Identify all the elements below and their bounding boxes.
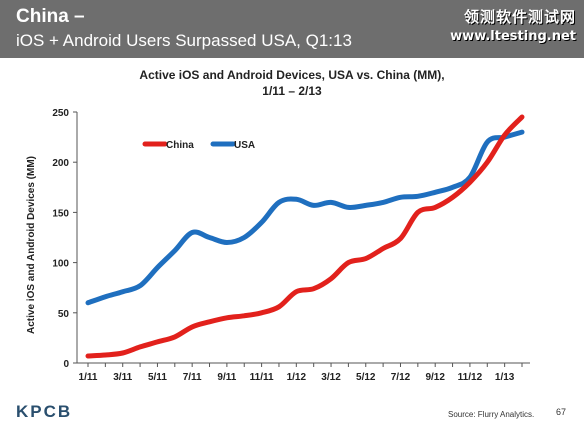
data-point-usa [451, 186, 454, 188]
data-point-china [399, 237, 402, 240]
kpcb-logo: KPCB [16, 402, 73, 421]
data-point-china [504, 134, 506, 136]
data-point-usa [295, 198, 297, 200]
data-point-usa [226, 241, 228, 244]
data-point-usa [87, 302, 89, 304]
data-point-china [226, 317, 228, 319]
data-point-china [521, 116, 523, 118]
data-point-china [347, 262, 349, 264]
data-point-usa [486, 141, 488, 143]
x-tick-label: 9/12 [425, 372, 445, 383]
data-point-china [434, 206, 436, 208]
series-line-china [85, 114, 525, 359]
data-point-usa [156, 267, 159, 269]
data-point-china [295, 291, 297, 293]
data-point-usa [434, 191, 436, 193]
chart-title-line-1: Active iOS and Android Devices, USA vs. … [139, 68, 445, 82]
data-point-china [486, 161, 488, 163]
data-point-china [139, 346, 141, 348]
data-point-china [87, 355, 89, 357]
data-point-china [261, 312, 263, 314]
chart-axes: 0 50 100 150 200 250 1/11 3/11 5/11 7/11 9/11 11/11… [52, 108, 530, 383]
chart-legend: China USA [142, 140, 255, 151]
data-point-china [191, 326, 193, 328]
y-axis-label: Active iOS and Android Devices (MM) [26, 156, 37, 334]
data-point-usa [139, 285, 141, 287]
y-tick-label: 250 [52, 108, 69, 119]
data-point-china [208, 321, 211, 323]
data-point-china [313, 288, 315, 290]
x-tick-label: 3/12 [321, 372, 341, 383]
watermark-line-2: www.ltesting.net [450, 29, 576, 44]
data-point-china [469, 181, 471, 183]
x-tick-label: 3/11 [113, 372, 132, 383]
legend-label-usa: USA [234, 140, 255, 151]
x-tick-label: 1/12 [287, 372, 307, 383]
data-point-usa [313, 204, 315, 206]
data-point-china [417, 211, 419, 213]
data-point-china [174, 336, 176, 338]
slide-header: China – iOS + Android Users Surpassed US… [0, 0, 584, 58]
data-point-usa [174, 249, 176, 252]
y-tick-label: 50 [58, 309, 70, 320]
data-point-usa [208, 236, 211, 239]
y-tick-label: 200 [52, 158, 69, 169]
x-tick-label: 7/11 [183, 372, 202, 383]
data-point-usa [261, 221, 263, 224]
watermark: 领测软件测试网 www.ltesting.net [450, 8, 576, 46]
data-point-usa [417, 195, 419, 197]
slide-subtitle: iOS + Android Users Surpassed USA, Q1:13 [16, 31, 352, 50]
data-point-usa [382, 201, 384, 203]
data-point-usa [243, 236, 245, 239]
y-tick-label: 0 [63, 359, 69, 370]
data-point-usa [122, 291, 124, 293]
y-tick-label: 150 [52, 208, 69, 219]
x-tick-label: 11/11 [250, 372, 274, 383]
x-tick-label: 1/13 [495, 372, 515, 383]
data-point-usa [278, 201, 280, 203]
x-tick-label: 9/11 [217, 372, 236, 383]
slide-title: China – [16, 6, 85, 27]
x-tick-label: 1/11 [79, 372, 98, 383]
x-tick-label: 7/12 [391, 372, 411, 383]
data-point-usa [347, 206, 349, 208]
x-tick-label: 5/12 [356, 372, 376, 383]
data-point-china [122, 352, 124, 354]
series-line-usa [85, 129, 525, 306]
data-point-usa [330, 201, 332, 203]
data-point-usa [104, 296, 106, 298]
data-point-usa [365, 204, 367, 206]
chart-title-line-2: 1/11 – 2/13 [262, 84, 322, 98]
data-point-usa [399, 196, 402, 198]
page-number: 67 [556, 407, 567, 417]
data-point-china [382, 247, 384, 250]
x-tick-label: 11/12 [458, 372, 483, 383]
data-point-china [156, 341, 159, 343]
chart-series [85, 114, 525, 359]
data-point-china [451, 196, 454, 198]
y-tick-label: 100 [52, 259, 69, 270]
watermark-line-1: 领测软件测试网 [463, 8, 576, 26]
data-point-china [330, 278, 332, 280]
x-tick-label: 5/11 [148, 372, 167, 383]
source-note: Source: Flurry Analytics. [448, 410, 535, 419]
data-point-china [104, 354, 106, 356]
data-point-china [365, 257, 367, 260]
data-point-usa [191, 231, 193, 234]
data-point-usa [469, 176, 471, 178]
data-point-china [243, 315, 245, 317]
legend-label-china: China [166, 140, 194, 151]
data-point-china [278, 306, 280, 308]
chart-title: Active iOS and Android Devices, USA vs. … [0, 67, 584, 99]
data-point-usa [521, 131, 523, 133]
